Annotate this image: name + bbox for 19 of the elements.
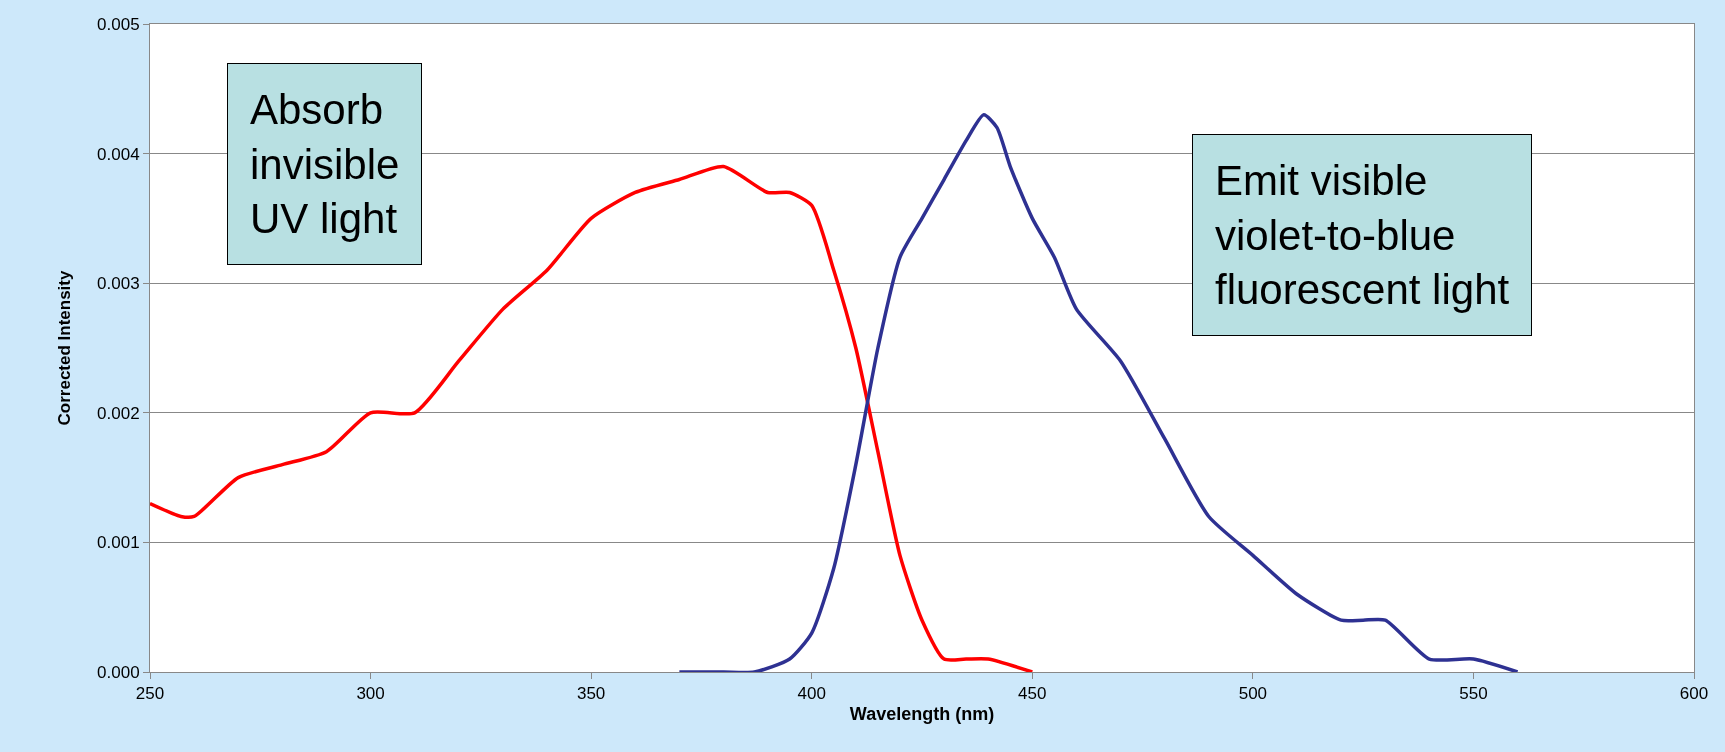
x-tick-label: 450	[1018, 684, 1047, 704]
y-tick-label: 0.004	[97, 144, 140, 164]
x-tick-label: 300	[356, 684, 385, 704]
y-axis-title: Corrected Intensity	[54, 270, 74, 426]
x-tick-label: 250	[135, 684, 165, 704]
x-tick-label: 350	[576, 684, 606, 704]
annotation: Emit visible violet-to-blue fluorescent light	[1215, 157, 1510, 314]
x-tick-label: 500	[1238, 684, 1268, 704]
line-series	[677, 112, 1520, 672]
y-tick-label: 0.000	[97, 662, 140, 682]
y-tick-label: 0.002	[97, 403, 140, 423]
x-tick-label: 550	[1459, 684, 1488, 704]
y-tick-label: 0.001	[97, 533, 140, 553]
x-tick-label: 600	[1679, 684, 1709, 704]
annotation: Absorb invisible UV light	[250, 86, 400, 243]
y-tick-label: 0.003	[97, 274, 140, 294]
x-axis-title: Wavelength (nm)	[849, 703, 995, 724]
x-tick-label: 400	[797, 684, 826, 704]
y-tick-label: 0.005	[97, 14, 140, 34]
